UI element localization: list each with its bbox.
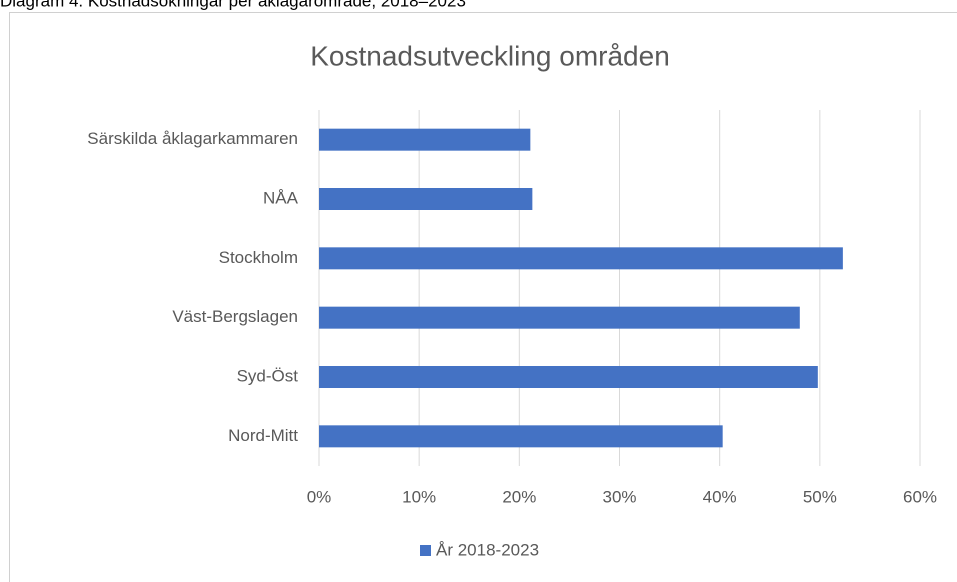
legend-label: År 2018-2023 bbox=[436, 540, 539, 559]
x-tick-label: 40% bbox=[703, 487, 737, 506]
x-tick-label: 0% bbox=[307, 487, 332, 506]
legend-swatch bbox=[420, 545, 431, 556]
y-tick-label: NÅA bbox=[263, 188, 299, 207]
y-tick-label: Stockholm bbox=[219, 248, 298, 267]
bar bbox=[319, 128, 531, 151]
y-tick-label: Syd-Öst bbox=[237, 366, 299, 385]
x-tick-label: 60% bbox=[903, 487, 937, 506]
y-tick-label: Väst-Bergslagen bbox=[172, 307, 298, 326]
x-tick-label: 20% bbox=[502, 487, 536, 506]
y-tick-label: Nord-Mitt bbox=[228, 426, 298, 445]
bar bbox=[319, 425, 723, 448]
x-tick-label: 10% bbox=[402, 487, 436, 506]
bar bbox=[319, 188, 533, 210]
caption: Diagram 4. Kostnadsökningar per åklagaro… bbox=[0, 0, 466, 10]
bar bbox=[319, 306, 800, 329]
x-tick-label: 50% bbox=[803, 487, 837, 506]
bar bbox=[319, 366, 818, 388]
y-tick-label: Särskilda åklagarkammaren bbox=[87, 129, 298, 148]
bar bbox=[319, 247, 843, 270]
chart-title: Kostnadsutveckling områden bbox=[310, 40, 670, 71]
chart-frame bbox=[9, 12, 957, 582]
x-tick-label: 30% bbox=[602, 487, 636, 506]
